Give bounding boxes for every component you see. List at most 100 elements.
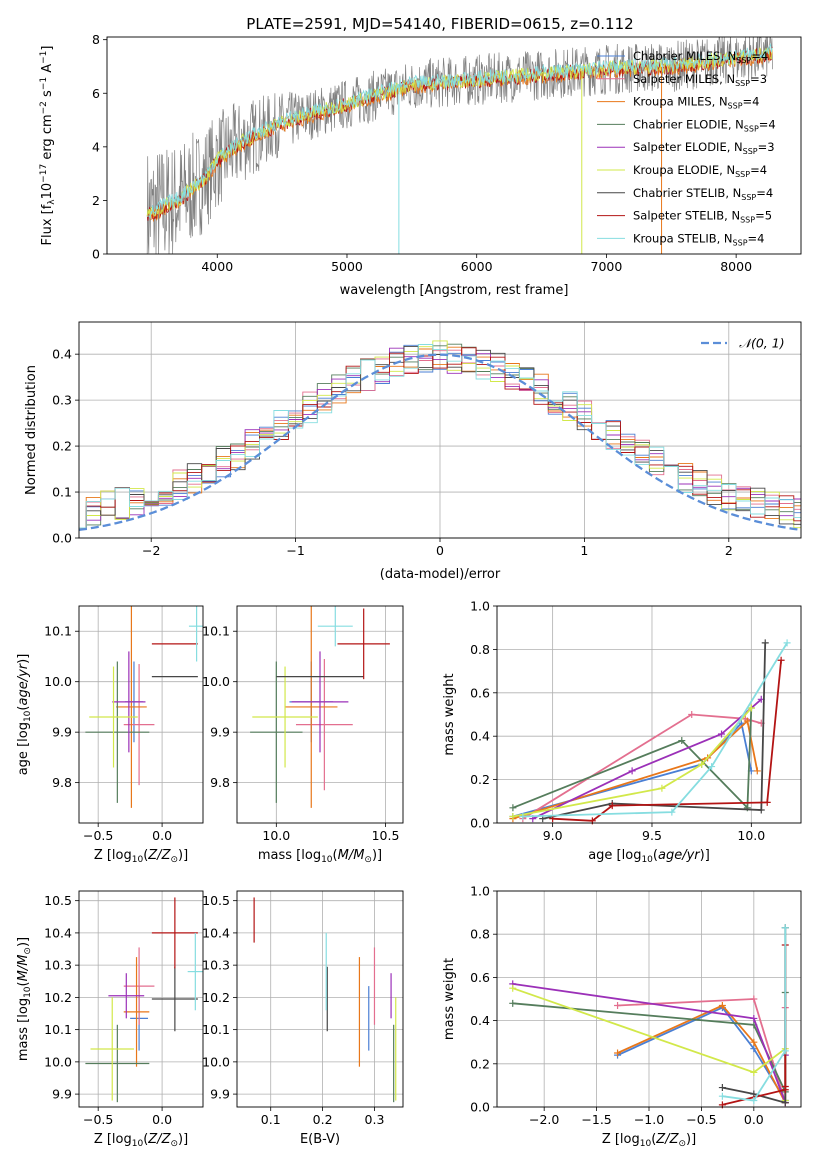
weight_vs_Z-marker-2 (614, 1049, 622, 1057)
mass_vs_Z-xtick-label: 0.0 (152, 1112, 172, 1127)
mass_vs_Z-errorbar-2 (123, 957, 150, 1067)
weight_vs_age-marker-7 (763, 798, 771, 806)
residuals-xlabel: (data-model)/error (380, 567, 501, 582)
weight_vs_age-line-6 (542, 642, 767, 820)
plot-layer: 4000 5000 6000 7000 8000 0 2 4 6 8 wavelength [Ang… (16, 32, 802, 1149)
histogram-7 (79, 347, 801, 529)
mass_vs_Z-errorbar-8 (187, 932, 203, 1011)
spectrum-xtick-label: 4000 (201, 259, 233, 274)
mass_vs_EBV-xtick-label: 0.3 (365, 1112, 385, 1127)
residuals-ytick-label: 0.4 (52, 347, 72, 362)
age_vs_Z-xtick-label: −0.5 (83, 828, 113, 843)
weight_vs_Z-marker-8 (781, 924, 789, 932)
residuals-frame (78, 321, 802, 539)
spectrum-xlabel: wavelength [Angstrom, rest frame] (340, 283, 569, 298)
age_vs_mass-errorbar-8 (317, 606, 353, 647)
weight_vs_age-marker-4 (628, 767, 636, 775)
age_vs_Z-xlabel: Z [log10(Z/Z⊙)] (94, 848, 188, 865)
weight_vs_Z-xlabel: Z [log10(Z/Z⊙)] (602, 1132, 696, 1149)
spectrum-ytick-label: 4 (92, 139, 100, 154)
weight_vs_age-axes: 9.0 9.5 10.0 0.0 0.2 0.4 0.6 0.8 1.0 age [log10(a… (442, 599, 801, 865)
weight_vs_Z-marker-6 (718, 1084, 726, 1092)
weight_vs_Z-marker-8 (718, 1092, 726, 1100)
mass_vs_Z-ylabel: mass [log10(M/M⊙)] (16, 937, 33, 1061)
mass_vs_EBV-ytick-label: 10.4 (202, 925, 230, 940)
age_vs_Z-errorbar-4 (112, 651, 146, 753)
legend-entry-7: Salpeter STELIB, NSSP=5 (633, 209, 772, 225)
age_vs_Z-ytick-label: 10.0 (44, 674, 72, 689)
mass_vs_EBV-ytick-label: 10.2 (202, 990, 230, 1005)
weight_vs_age-marker-6 (757, 806, 765, 814)
mass_vs_Z-errorbar-1 (123, 947, 155, 1025)
residuals-axes: −2 −1 0 1 2 0.0 0.1 0.2 0.3 0.4 (data-model)/error… (24, 322, 801, 582)
weight_vs_age-frame (496, 605, 802, 824)
legend-entry-1: Salpeter MILES, NSSP=3 (633, 72, 767, 88)
mass_vs_EBV-xlabel: E(B-V) (300, 1132, 340, 1147)
weight_vs_Z-marker-1 (614, 1001, 622, 1009)
weight_vs_age-marker-3 (509, 804, 517, 812)
spectrum-legend: Chabrier MILES, NSSP=4 Salpeter MILES, NS… (597, 49, 776, 247)
weight_vs_age-ytick-label: 1.0 (470, 599, 490, 614)
weight_vs_Z-ytick-label: 0.2 (470, 1056, 490, 1071)
age_vs_Z-ytick-label: 9.8 (52, 775, 72, 790)
mass_vs_Z-xtick-label: −0.5 (83, 1112, 113, 1127)
legend-entry-2: Kroupa MILES, NSSP=4 (633, 95, 759, 111)
weight_vs_age-xtick-label: 9.0 (543, 828, 563, 843)
age_vs_mass-xtick-label: 10.5 (372, 828, 400, 843)
spectrum-ytick-label: 8 (92, 32, 100, 47)
spectrum-xtick-label: 7000 (591, 259, 623, 274)
age_vs_mass-xlabel: mass [log10(M/M⊙)] (258, 848, 382, 865)
mass_vs_Z-ytick-label: 10.1 (44, 1022, 72, 1037)
weight_vs_Z-marker-2 (750, 1038, 758, 1046)
age_vs_mass-ytick-label: 10.1 (202, 624, 230, 639)
weight_vs_age-xlabel: age [log10(age/yr)] (588, 848, 710, 865)
age_vs_Z-xtick-label: 0.0 (152, 828, 172, 843)
age_vs_Z-errorbar-5 (89, 666, 138, 768)
mass_vs_Z-ytick-label: 10.2 (44, 990, 72, 1005)
spectrum-ytick-label: 2 (92, 193, 100, 208)
weight_vs_age-ytick-label: 0.4 (470, 729, 490, 744)
weight_vs_Z-series (509, 924, 789, 1109)
age_vs_mass-ytick-label: 9.8 (210, 775, 230, 790)
mass_vs_EBV-ytick-label: 10.1 (202, 1022, 230, 1037)
weight_vs_age-line-3 (512, 707, 753, 810)
weight_vs_age-marker-1 (688, 711, 696, 718)
age_vs_mass-xtick-label: 10.0 (262, 828, 290, 843)
weight_vs_age-ytick-label: 0.0 (470, 816, 490, 831)
legend-entry-5: Kroupa ELODIE, NSSP=4 (633, 163, 767, 179)
age_vs_Z-errorbar-3 (85, 661, 150, 803)
spectrum-xtick-label: 6000 (461, 259, 493, 274)
mass_vs_Z-ytick-label: 9.9 (52, 1087, 72, 1102)
weight_vs_age-marker-8 (783, 639, 791, 647)
age_vs_mass-errorbar-2 (285, 606, 338, 808)
weight_vs_age-marker-2 (753, 767, 761, 775)
weight_vs_Z-marker-4 (750, 1014, 758, 1022)
residuals-xtick-label: −2 (142, 543, 160, 558)
mass_vs_Z-errorbar-6 (151, 966, 198, 1032)
model-spectrum-8 (146, 42, 773, 220)
residuals-xtick-label: −1 (286, 543, 304, 558)
weight_vs_age-marker-5 (747, 704, 755, 712)
mass_vs_Z-ytick-label: 10.5 (44, 893, 72, 908)
spectrum-xtick-label: 5000 (331, 259, 363, 274)
age_vs_mass-errorbar-5 (252, 666, 318, 768)
weight_vs_age-marker-3 (678, 737, 686, 745)
weight_vs_age-marker-4 (718, 730, 726, 738)
residuals-ytick-label: 0.3 (52, 393, 72, 408)
weight_vs_age-line-5 (512, 707, 752, 818)
age_vs_Z-ylabel: age [log10(age/yr)] (16, 654, 33, 776)
legend-entry-6: Chabrier STELIB, NSSP=4 (633, 186, 773, 202)
mass_vs_EBV-xtick-label: 0.2 (313, 1112, 333, 1127)
mass_vs_Z-errorbar-5 (90, 997, 134, 1101)
age_vs_Z-points (85, 606, 203, 808)
weight_vs_Z-marker-3 (509, 999, 517, 1007)
spectrum-ylabel: Flux [fλ10−17 erg cm−2 s−1 A−1] (39, 46, 57, 246)
mass_vs_EBV-frame (236, 890, 404, 1108)
mass_vs_Z-frame (78, 890, 204, 1108)
histograms (79, 340, 801, 532)
legend-entry-0: Chabrier MILES, NSSP=4 (633, 49, 768, 65)
mass_vs_Z-axes: −0.5 0.0 9.9 10.0 10.1 10.2 10.3 10.4 10.5 Z [log… (16, 891, 203, 1149)
weight_vs_Z-ytick-label: 0.8 (470, 927, 490, 942)
mass_vs_EBV-axes: 0.1 0.2 0.3 9.9 10.0 10.1 10.2 10.3 10.4 10.5 E(B-… (202, 891, 403, 1147)
